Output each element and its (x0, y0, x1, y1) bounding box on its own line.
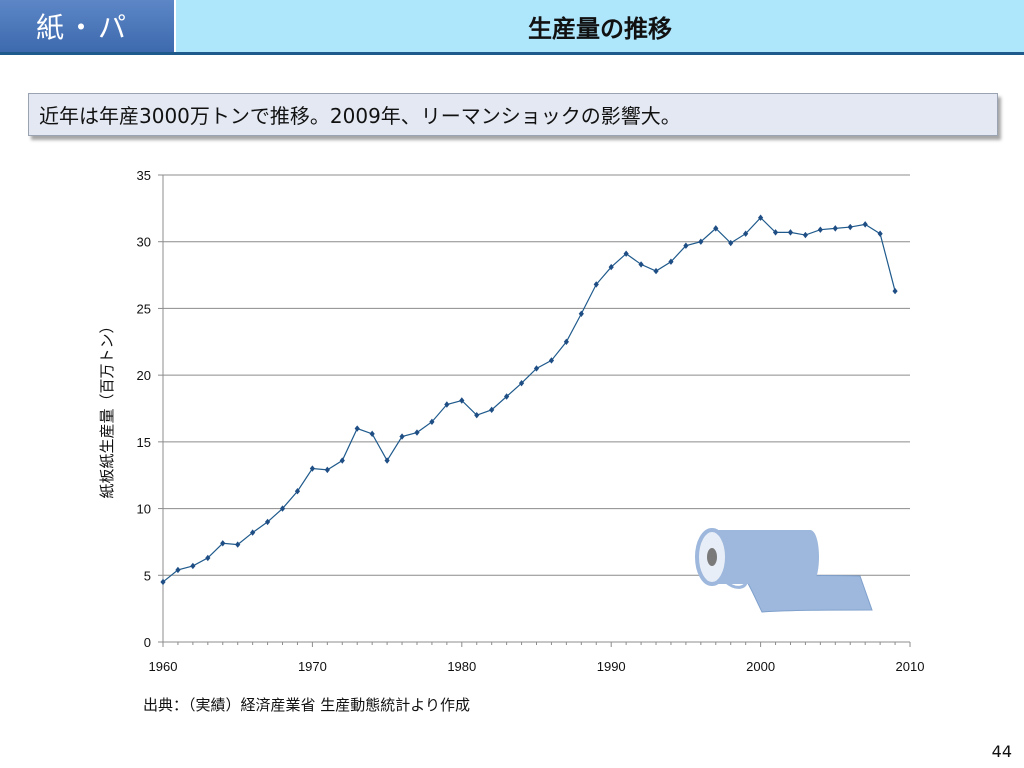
data-point (593, 281, 599, 288)
data-point (444, 401, 450, 408)
data-point (877, 230, 883, 237)
slide-title: 生産量の推移 (528, 14, 672, 43)
data-point (802, 231, 809, 239)
line-chart: 0 5 10 15 20 25 30 35 1960 1970 1980 1990 2000 2010 紙板… (98, 168, 925, 674)
data-point (713, 225, 719, 232)
x-tick-label: 1980 (447, 659, 476, 674)
data-point (847, 223, 853, 231)
data-point (548, 357, 555, 364)
data-point (504, 393, 510, 400)
y-axis-label: 紙板紙生産量（百万トン） (98, 318, 116, 498)
data-point (235, 541, 241, 548)
data-point (294, 488, 301, 495)
data-point (683, 242, 689, 249)
data-point (474, 411, 480, 419)
data-point (623, 250, 629, 257)
data-point (399, 433, 405, 440)
page-number: 44 (991, 742, 1012, 761)
data-point (698, 238, 704, 245)
data-point (354, 425, 360, 432)
y-tick-label: 0 (144, 635, 151, 650)
data-point (653, 267, 659, 275)
title-underline (0, 52, 1024, 55)
x-tick-label: 2000 (746, 659, 775, 674)
paper-roll-icon (695, 528, 873, 613)
data-point (429, 418, 435, 426)
data-point (533, 365, 540, 372)
data-point (264, 518, 271, 526)
data-point (369, 430, 375, 438)
data-point (309, 465, 315, 472)
source-citation: 出典：（実績）経済産業省 生産動態統計より作成 (143, 696, 470, 714)
data-point (518, 379, 525, 387)
data-point (638, 261, 644, 268)
y-tick-label: 15 (137, 435, 151, 450)
data-point (414, 429, 420, 436)
y-tick-label: 30 (137, 235, 151, 250)
x-tick-label: 1970 (298, 659, 327, 674)
y-tick-label: 35 (137, 168, 151, 183)
data-point (175, 566, 181, 574)
data-point (279, 505, 286, 512)
data-point (608, 263, 614, 271)
data-point (384, 457, 390, 464)
header: 紙・パ 生産量の推移 (0, 0, 1024, 55)
summary-box: 近年は年産3000万トンで推移。2009年、リーマンショックの影響大。 (28, 93, 998, 136)
data-point (324, 466, 330, 474)
x-tick-label: 1990 (597, 659, 626, 674)
y-tick-label: 25 (137, 301, 151, 316)
section-tag: 紙・パ (0, 0, 174, 52)
data-point (892, 287, 898, 295)
summary-text: 近年は年産3000万トンで推移。2009年、リーマンショックの影響大。 (39, 104, 681, 128)
y-tick-label: 20 (137, 368, 151, 383)
data-point (817, 226, 823, 233)
data-point (489, 406, 495, 414)
data-point (459, 397, 465, 404)
y-tick-label: 10 (137, 502, 151, 517)
data-point (772, 229, 779, 236)
x-tick-label: 2010 (896, 659, 925, 674)
title-bar: 生産量の推移 (176, 0, 1024, 52)
data-point (250, 529, 256, 536)
y-tick-label: 5 (144, 568, 151, 583)
data-point (832, 225, 838, 232)
data-point (160, 578, 166, 586)
series-line (162, 216, 896, 583)
data-point (743, 230, 749, 237)
data-point (668, 258, 674, 265)
data-point (728, 239, 734, 247)
data-point (787, 229, 794, 236)
data-point (862, 221, 868, 228)
x-tick-label: 1960 (149, 659, 178, 674)
data-point (190, 562, 196, 570)
data-point (563, 338, 569, 345)
data-point (339, 457, 345, 464)
